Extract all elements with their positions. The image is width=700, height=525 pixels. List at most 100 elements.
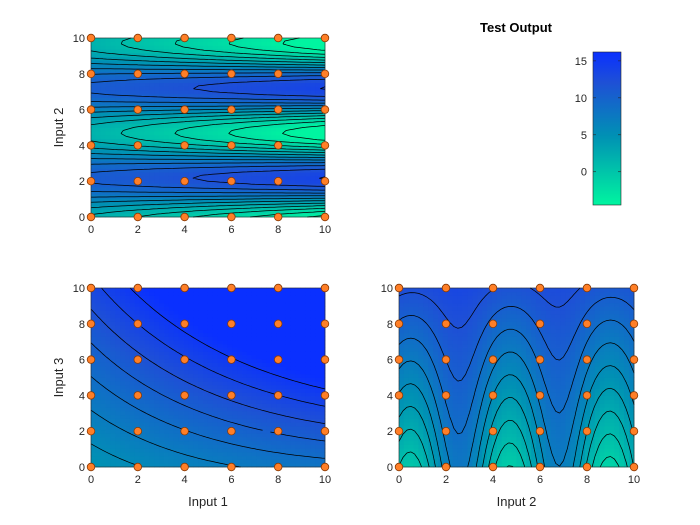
contour-fill-cell <box>105 93 111 98</box>
contour-fill-cell <box>281 429 287 434</box>
contour-fill-cell <box>154 437 160 442</box>
contour-fill-cell <box>173 455 180 460</box>
contour-fill-cell <box>418 299 424 304</box>
contour-fill-cell <box>305 116 311 121</box>
contour-fill-cell <box>251 355 258 360</box>
contour-fill-cell <box>168 358 175 363</box>
contour-fill-cell <box>95 369 102 375</box>
contour-fill-cell <box>290 455 297 460</box>
contour-fill-cell <box>281 381 287 386</box>
contour-fill-cell <box>193 373 199 378</box>
contour-fill-cell <box>212 52 219 57</box>
contour-fill-cell <box>134 187 141 192</box>
contour-fill-cell <box>164 78 170 84</box>
contour-fill-cell <box>134 49 141 54</box>
contour-fill-cell <box>139 422 145 427</box>
contour-fill-cell <box>281 295 287 300</box>
contour-fill-cell <box>129 429 136 434</box>
contour-fill-cell <box>134 183 141 188</box>
contour-fill-cell <box>251 82 258 87</box>
contour-fill-cell <box>105 355 111 360</box>
contour-fill-cell <box>266 448 272 453</box>
contour-fill-cell <box>154 172 160 177</box>
contour-fill-cell <box>285 134 292 139</box>
contour-fill-cell <box>281 287 287 293</box>
contour-fill-cell <box>295 392 301 397</box>
contour-fill-cell <box>164 358 170 363</box>
contour-fill-cell <box>95 82 102 87</box>
contour-fill-cell <box>95 407 102 412</box>
contour-fill-cell <box>285 41 292 46</box>
x-tick-label: 0 <box>88 224 94 236</box>
contour-fill-cell <box>251 414 258 419</box>
contour-fill-cell <box>183 52 189 57</box>
contour-fill-cell <box>203 168 209 173</box>
contour-fill-cell <box>115 433 121 438</box>
contour-fill-cell <box>203 131 209 136</box>
contour-fill-cell <box>222 440 228 445</box>
contour-fill-cell <box>217 194 223 199</box>
contour-fill-cell <box>183 362 189 367</box>
contour-fill-cell <box>203 451 209 457</box>
contour-fill-cell <box>266 108 272 113</box>
contour-fill-cell <box>295 64 301 69</box>
contour-fill-cell <box>305 287 311 293</box>
contour-fill-cell <box>154 123 160 128</box>
contour-fill-cell <box>198 444 204 449</box>
contour-fill-cell <box>237 381 243 386</box>
contour-fill-cell <box>261 134 267 139</box>
contour-fill-cell <box>290 146 297 151</box>
contour-fill-cell <box>285 52 292 57</box>
contour-fill-cell <box>276 455 282 460</box>
contour-fill-cell <box>164 429 170 434</box>
contour-fill-cell <box>90 78 97 84</box>
contour-fill-cell <box>232 459 238 464</box>
contour-fill-cell <box>310 369 316 375</box>
contour-fill-cell <box>183 444 189 449</box>
contour-fill-cell <box>408 317 414 322</box>
contour-fill-cell <box>115 45 121 50</box>
contour-fill-cell <box>251 392 258 397</box>
contour-fill-cell <box>95 422 102 427</box>
contour-fill-cell <box>193 97 199 102</box>
contour-fill-cell <box>237 407 243 412</box>
contour-fill-cell <box>232 362 238 367</box>
contour-fill-cell <box>115 369 121 375</box>
contour-fill-cell <box>290 328 297 334</box>
contour-fill-cell <box>188 175 194 181</box>
contour-fill-cell <box>178 97 184 102</box>
contour-fill-cell <box>290 119 297 125</box>
contour-fill-cell <box>232 157 238 162</box>
contour-fill-cell <box>203 310 209 315</box>
contour-fill-cell <box>203 183 209 188</box>
contour-fill-cell <box>290 175 297 181</box>
contour-fill-cell <box>222 321 228 326</box>
contour-fill-cell <box>164 377 170 382</box>
contour-fill-cell <box>290 351 297 356</box>
contour-fill-cell <box>173 351 180 356</box>
contour-fill-cell <box>129 444 136 449</box>
contour-fill-cell <box>290 116 297 121</box>
contour-fill-cell <box>266 425 272 431</box>
contour-fill-cell <box>305 422 311 427</box>
contour-fill-cell <box>95 325 102 330</box>
contour-fill-cell <box>212 213 219 218</box>
sample-point <box>86 105 96 114</box>
contour-fill-cell <box>310 299 316 304</box>
contour-fill-cell <box>178 78 184 84</box>
contour-fill-cell <box>168 142 175 147</box>
contour-fill-cell <box>105 336 111 341</box>
contour-fill-cell <box>110 440 116 445</box>
contour-fill-cell <box>120 343 126 348</box>
contour-fill-cell <box>300 336 306 341</box>
contour-fill-cell <box>300 377 306 382</box>
contour-fill-cell <box>246 56 253 61</box>
contour-fill-cell <box>212 108 219 113</box>
contour-fill-cell <box>178 381 184 386</box>
contour-fill-cell <box>164 407 170 412</box>
contour-fill-cell <box>188 358 194 363</box>
contour-fill-cell <box>115 302 121 307</box>
contour-fill-cell <box>418 321 424 326</box>
contour-fill-cell <box>173 82 180 87</box>
contour-fill-cell <box>217 410 223 416</box>
